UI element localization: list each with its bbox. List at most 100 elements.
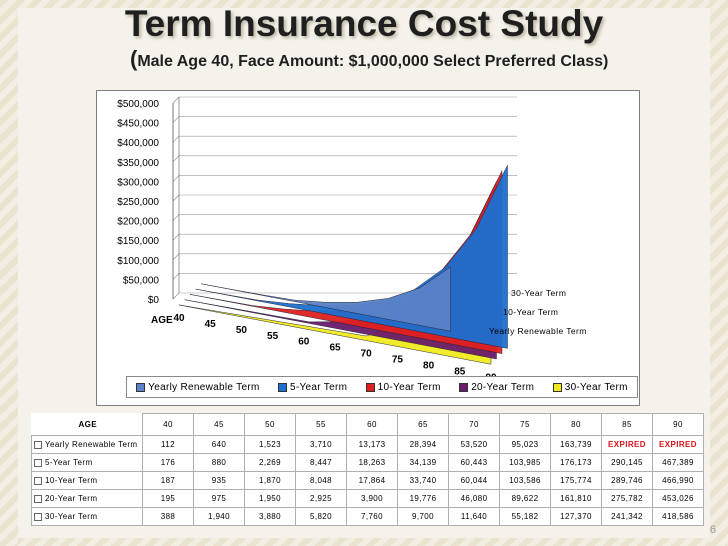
table-cell: 175,774 (550, 471, 602, 490)
table-cell: 1,940 (193, 507, 245, 526)
slide-title: Term Insurance Cost Study (124, 3, 604, 44)
x-axis-label: AGE (151, 315, 173, 326)
frame-top (0, 0, 728, 8)
x-tick-label: 80 (423, 360, 435, 371)
x-tick-label: 40 (173, 313, 185, 324)
table-row-label: Yearly Renewable Term (31, 435, 143, 454)
row-legend-key (34, 440, 42, 449)
table-row-label: 10-Year Term (31, 471, 143, 490)
y-tick-label: $450,000 (117, 119, 159, 130)
series-area-yearly-renewable-term (200, 266, 451, 332)
table-cell: 289,746 (601, 471, 653, 490)
y-tick-label: $150,000 (117, 236, 159, 247)
row-legend-key (34, 476, 42, 485)
table-cell: 161,810 (550, 489, 602, 508)
chart-svg: $0 $50,000 $100,000 $150,000 $200,000 $250,00… (117, 96, 586, 383)
y-tick-label: $350,000 (117, 158, 159, 169)
table-cell: 290,145 (601, 453, 653, 472)
x-tick-label: 60 (298, 337, 310, 348)
table-cell: 95,023 (499, 435, 551, 454)
table-row-label: 20-Year Term (31, 489, 143, 508)
gridline-side (172, 233, 180, 241)
x-tick-label: 70 (361, 349, 373, 360)
table-cell: EXPIRED (601, 435, 653, 454)
legend-swatch (365, 382, 375, 392)
table-cell: 89,622 (499, 489, 551, 508)
legend-swatch (459, 382, 469, 392)
table-cell: 19,776 (397, 489, 449, 508)
frame-left (0, 0, 18, 546)
table-cell: 1,870 (244, 471, 296, 490)
table-cell: 275,782 (601, 489, 653, 508)
table-cell: 5,820 (295, 507, 347, 526)
table-header-cell: 40 (142, 413, 194, 436)
depth-label: 10-Year Term (503, 307, 558, 317)
legend-label: 5-Year Term (290, 381, 348, 393)
subtitle-paren: ( (130, 46, 138, 71)
y-tick-label: $50,000 (123, 275, 160, 286)
table-cell: EXPIRED (652, 435, 704, 454)
chart-area: $0 $50,000 $100,000 $150,000 $200,000 $250,00… (96, 90, 640, 406)
y-tick-label: $400,000 (117, 138, 159, 149)
table-header-cell: 85 (601, 413, 653, 436)
table-cell: 3,710 (295, 435, 347, 454)
page-number: 6 (709, 524, 716, 536)
table-cell: 640 (193, 435, 245, 454)
gridline-side (172, 292, 180, 300)
table-row: 30-Year Term 388 1,940 3,880 5,820 7,760 9,700… (31, 507, 704, 526)
gridline-side (172, 155, 180, 163)
frame-bottom (0, 538, 728, 546)
row-legend-key (34, 512, 42, 521)
table-cell: 7,760 (346, 507, 398, 526)
legend-item: Yearly Renewable Term (136, 382, 259, 393)
x-tick-label: 85 (454, 366, 466, 377)
table-row: 10-Year Term 187 935 1,870 8,048 17,864 33,740… (31, 471, 704, 490)
x-tick-label: 45 (205, 319, 217, 330)
y-tick-label: $250,000 (117, 197, 159, 208)
table-cell: 55,182 (499, 507, 551, 526)
chart-legend: Yearly Renewable Term 5-Year Term 10-Year … (126, 376, 638, 398)
table-row: 20-Year Term 195 975 1,950 2,925 3,900 19,776 4… (31, 489, 704, 508)
table-cell: 453,026 (652, 489, 704, 508)
table-header-cell: 90 (652, 413, 704, 436)
table-cell: 187 (142, 471, 194, 490)
legend-item: 20-Year Term (459, 382, 534, 393)
frame-right (710, 0, 728, 546)
table-cell: 241,342 (601, 507, 653, 526)
table-cell: 60,044 (448, 471, 500, 490)
table-header-row: AGE 40 45 50 55 60 65 70 75 80 85 90 (32, 413, 704, 436)
table-cell: 17,864 (346, 471, 398, 490)
table-cell: 880 (193, 453, 245, 472)
table-cell: 176 (142, 453, 194, 472)
table-cell: 466,990 (652, 471, 704, 490)
table-cell: 3,880 (244, 507, 296, 526)
table-cell: 33,740 (397, 471, 449, 490)
gridline-side (172, 175, 180, 182)
table-cell: 176,173 (550, 453, 602, 472)
table-cell: 388 (142, 507, 194, 526)
legend-item: 10-Year Term (365, 382, 441, 393)
gridline-side (172, 194, 180, 202)
row-legend-key (34, 458, 42, 467)
subtitle-text: Male Age 40, Face Amount: $1,000,000 Sel… (137, 53, 609, 70)
x-tick-label: 50 (236, 325, 248, 336)
table-cell: 418,586 (652, 507, 704, 526)
legend-label: Yearly Renewable Term (148, 381, 260, 393)
table-cell: 3,900 (346, 489, 398, 508)
table-header-cell: 45 (193, 413, 245, 436)
gridline-side (172, 135, 180, 143)
slide-subtitle: (Male Age 40, Face Amount: $1,000,000 Se… (130, 46, 608, 72)
table-header-cell: 80 (550, 413, 602, 436)
legend-swatch (136, 382, 146, 392)
gridline-side (172, 96, 180, 104)
table-row-label: 5-Year Term (31, 453, 143, 472)
gridline-side (172, 253, 180, 261)
table-header-cell: 65 (397, 413, 449, 436)
table-header-cell: 55 (295, 413, 347, 436)
table-header-cell: 75 (499, 413, 551, 436)
table-cell: 8,048 (295, 471, 347, 490)
table-cell: 53,520 (448, 435, 500, 454)
table-cell: 1,950 (244, 489, 296, 508)
row-legend-key (34, 494, 42, 503)
y-tick-label: $100,000 (117, 256, 159, 267)
